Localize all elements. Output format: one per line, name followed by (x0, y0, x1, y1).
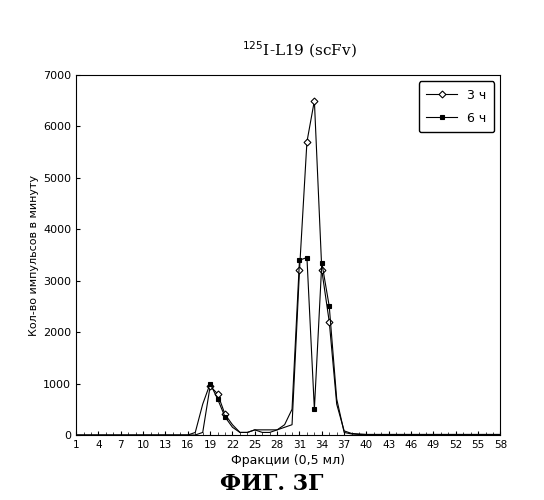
3 ч (393, 432, 399, 438)
Text: $^{125}$I-L19 (scFv): $^{125}$I-L19 (scFv) (242, 40, 357, 60)
6 ч (393, 432, 399, 438)
3 ч (438, 432, 444, 438)
3 ч (483, 432, 489, 438)
6 ч (304, 254, 310, 260)
6 ч (170, 432, 176, 438)
Text: ФИГ. 3Г: ФИГ. 3Г (220, 473, 324, 495)
Line: 6 ч: 6 ч (74, 255, 503, 438)
6 ч (177, 432, 184, 438)
6 ч (438, 432, 444, 438)
3 ч (363, 432, 370, 438)
3 ч (177, 432, 184, 438)
Legend: 3 ч, 6 ч: 3 ч, 6 ч (419, 81, 494, 132)
3 ч (311, 98, 318, 103)
Line: 3 ч: 3 ч (74, 98, 503, 437)
6 ч (73, 432, 79, 438)
6 ч (363, 432, 370, 438)
Y-axis label: Кол-во импульсов в минуту: Кол-во импульсов в минуту (29, 174, 39, 336)
3 ч (170, 432, 176, 438)
3 ч (73, 432, 79, 438)
6 ч (483, 432, 489, 438)
X-axis label: Фракции (0,5 мл): Фракции (0,5 мл) (231, 454, 345, 467)
6 ч (497, 432, 504, 438)
3 ч (497, 432, 504, 438)
